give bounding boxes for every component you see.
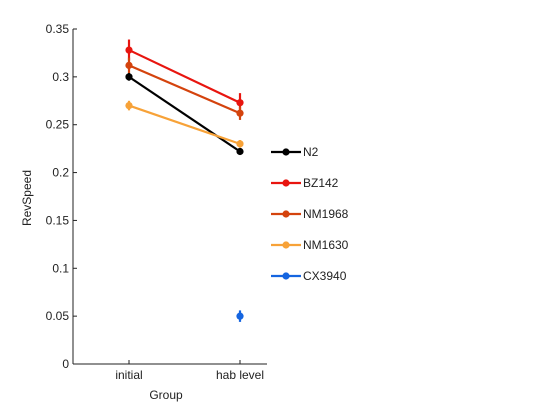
legend-item: N2 xyxy=(271,145,319,159)
y-tick-label: 0.15 xyxy=(46,213,70,227)
x-tick-label: hab level xyxy=(216,368,264,382)
series-line xyxy=(128,64,241,115)
axes: 0 0.05 0.1 0.15 0.2 0.25 0.3 0.35 initial hab lev… xyxy=(46,22,267,382)
series-line xyxy=(128,104,241,145)
legend-swatch-marker xyxy=(282,210,290,218)
x-axis-label: Group xyxy=(149,388,183,402)
series-line xyxy=(128,49,241,104)
y-tick-label: 0 xyxy=(62,357,69,371)
data-point xyxy=(125,73,133,81)
series-cx3940 xyxy=(236,310,244,322)
y-tick-label: 0.3 xyxy=(52,70,69,84)
legend-item: BZ142 xyxy=(271,176,339,190)
legend-swatch-marker xyxy=(282,272,290,280)
series-n2 xyxy=(125,73,244,156)
data-point xyxy=(236,99,244,107)
legend: N2 BZ142 NM1968 NM1630 CX3940 xyxy=(271,145,349,283)
legend-item: CX3940 xyxy=(271,269,347,283)
series-layer xyxy=(125,39,244,322)
data-point xyxy=(236,147,244,156)
legend-swatch-marker xyxy=(282,148,290,156)
legend-label: CX3940 xyxy=(303,269,347,283)
data-point xyxy=(125,101,133,110)
legend-item: NM1630 xyxy=(271,238,349,252)
legend-label: N2 xyxy=(303,145,319,159)
data-point xyxy=(236,312,244,320)
y-axis-label: RevSpeed xyxy=(20,170,34,226)
series-nm1968 xyxy=(125,57,244,120)
data-point xyxy=(125,46,133,54)
y-tick-label: 0.1 xyxy=(52,261,69,275)
y-tick-label: 0.2 xyxy=(52,166,69,180)
y-tick-label: 0.35 xyxy=(46,22,70,36)
data-point xyxy=(236,140,244,148)
data-point xyxy=(125,61,133,69)
legend-item: NM1968 xyxy=(271,207,349,221)
series-nm1630 xyxy=(125,100,244,148)
x-tick-label: initial xyxy=(115,368,142,382)
y-tick-label: 0.05 xyxy=(46,309,70,323)
data-point xyxy=(236,109,244,117)
legend-swatch-marker xyxy=(282,241,290,249)
series-line xyxy=(128,75,241,153)
legend-swatch-marker xyxy=(282,179,290,187)
legend-label: BZ142 xyxy=(303,176,339,190)
series-bz142 xyxy=(125,39,244,113)
legend-label: NM1968 xyxy=(303,207,349,221)
legend-label: NM1630 xyxy=(303,238,349,252)
y-tick-label: 0.25 xyxy=(46,118,70,132)
